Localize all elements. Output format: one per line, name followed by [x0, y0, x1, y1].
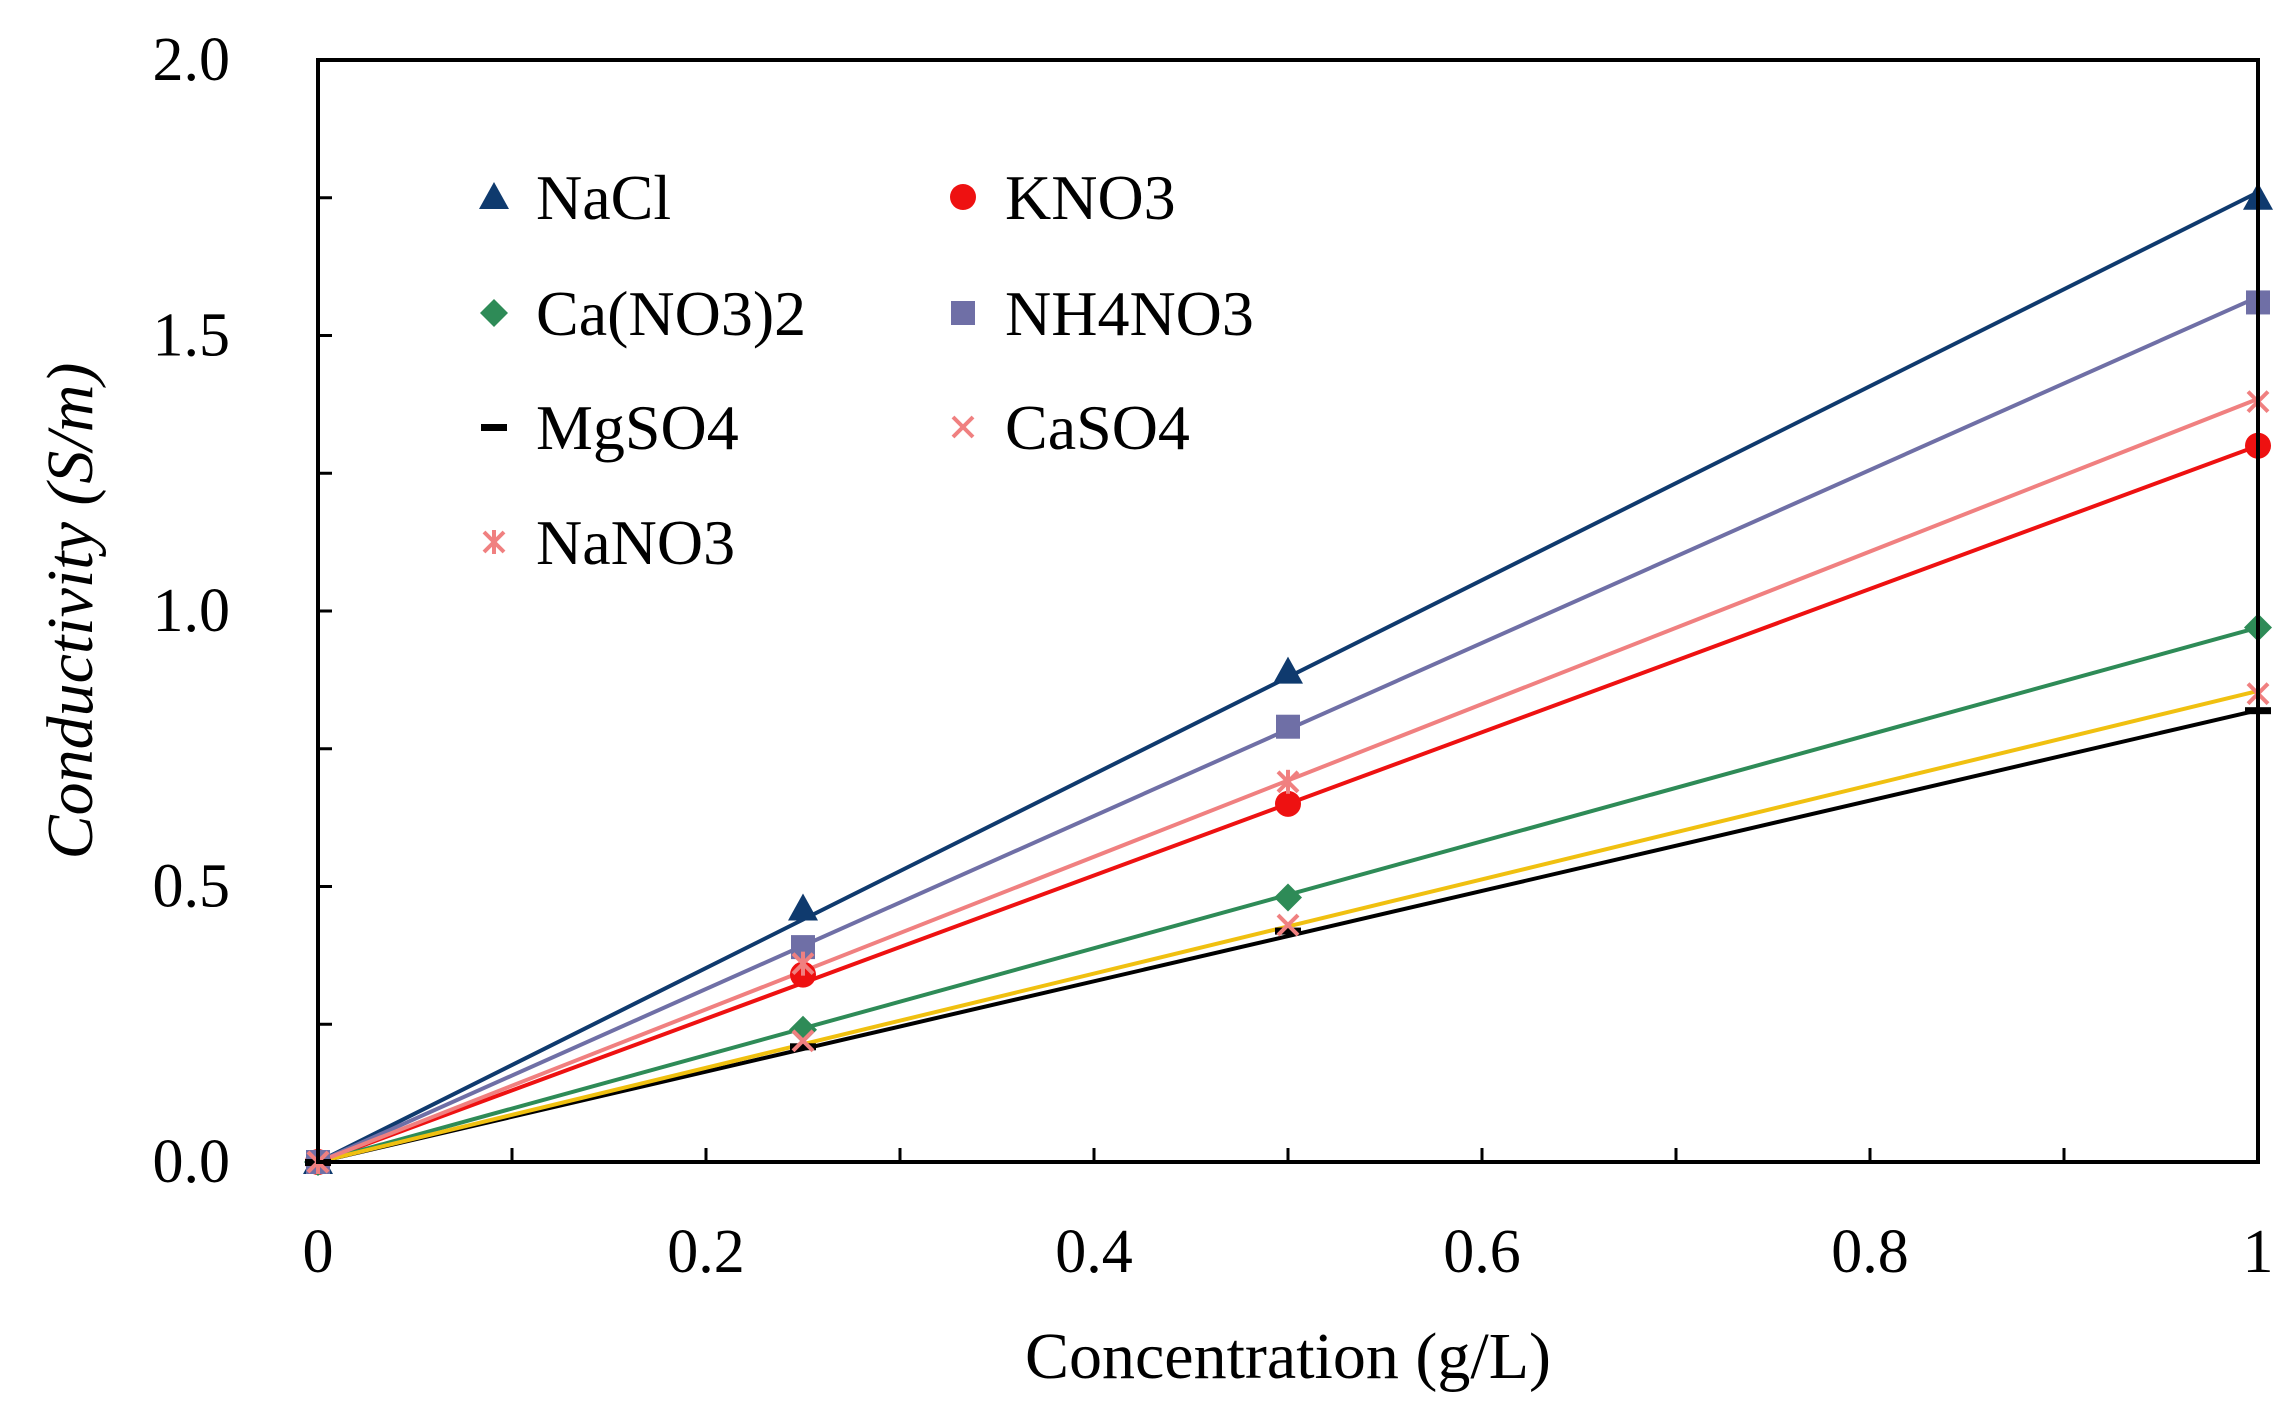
- x-tick-label: 0.4: [1055, 1218, 1133, 1286]
- legend-item-ca-no3-2: Ca(NO3)2: [480, 278, 806, 349]
- legend-item-nh4no3: NH4NO3: [951, 278, 1254, 349]
- point-mgso4-1: [790, 1043, 816, 1051]
- legend-marker-mgso4: [481, 424, 507, 431]
- legend-item-mgso4: MgSO4: [481, 392, 739, 463]
- point-caso4-1: [791, 1029, 815, 1053]
- legend-marker-kno3: [950, 184, 976, 210]
- legend-marker-nano3: [482, 530, 506, 554]
- legend-label: NH4NO3: [1005, 278, 1254, 349]
- legend-item-nacl: NaCl: [479, 162, 671, 233]
- legend-marker-nacl: [479, 182, 509, 209]
- legend-label: Ca(NO3)2: [536, 278, 806, 349]
- point-kno3-2: [1275, 790, 1301, 817]
- point-nano3-1: [791, 951, 815, 976]
- y-tick-label: 0.0: [153, 1128, 231, 1196]
- x-tick-label: 0.8: [1831, 1218, 1909, 1286]
- legend-item-caso4: CaSO4: [951, 392, 1190, 463]
- point-nh4no3-2: [1276, 714, 1300, 739]
- point-nacl-1: [788, 893, 818, 921]
- legend-label: MgSO4: [536, 392, 739, 463]
- y-tick-label: 1.0: [153, 577, 231, 645]
- point-ca-no3-2-2: [1274, 883, 1302, 912]
- legend-item-nano3: NaNO3: [482, 507, 735, 578]
- legend-marker-nh4no3: [951, 301, 975, 325]
- x-axis-ticks: 0 0.2 0.4 0.6 0.8 1: [303, 1148, 2274, 1286]
- x-tick-label: 0: [303, 1218, 334, 1286]
- legend-marker-ca-no3-2: [480, 299, 508, 327]
- legend-label: NaNO3: [536, 507, 735, 578]
- y-tick-label: 0.5: [153, 853, 231, 921]
- x-tick-label: 0.2: [667, 1218, 745, 1286]
- legend-marker-caso4: [951, 415, 975, 439]
- y-tick-label: 2.0: [153, 26, 231, 94]
- legend-item-kno3: KNO3: [950, 162, 1176, 233]
- legend-label: CaSO4: [1005, 392, 1190, 463]
- point-caso4-2: [1276, 913, 1300, 937]
- legend-label: NaCl: [536, 162, 671, 233]
- legend-label: KNO3: [1005, 162, 1176, 233]
- y-axis-title: Conductivity (S/m): [34, 363, 107, 860]
- point-ca-no3-2-1: [789, 1015, 817, 1044]
- x-tick-label: 1: [2243, 1218, 2274, 1286]
- point-mgso4-2: [1275, 927, 1301, 935]
- y-tick-label: 1.5: [153, 302, 231, 370]
- fit-line-mgso4: [317, 708, 2259, 1164]
- point-nano3-2: [1276, 769, 1300, 794]
- y-axis-ticks: 0.0 0.5 1.0 1.5 2.0: [153, 26, 332, 1196]
- x-axis-title: Concentration (g/L): [1025, 1320, 1551, 1393]
- point-nacl-2: [1273, 656, 1303, 684]
- legend: NaCl KNO3 Ca(NO3)2 NH4NO3 MgSO4 CaSO4 NaNO3: [479, 162, 1254, 578]
- x-tick-label: 0.6: [1443, 1218, 1521, 1286]
